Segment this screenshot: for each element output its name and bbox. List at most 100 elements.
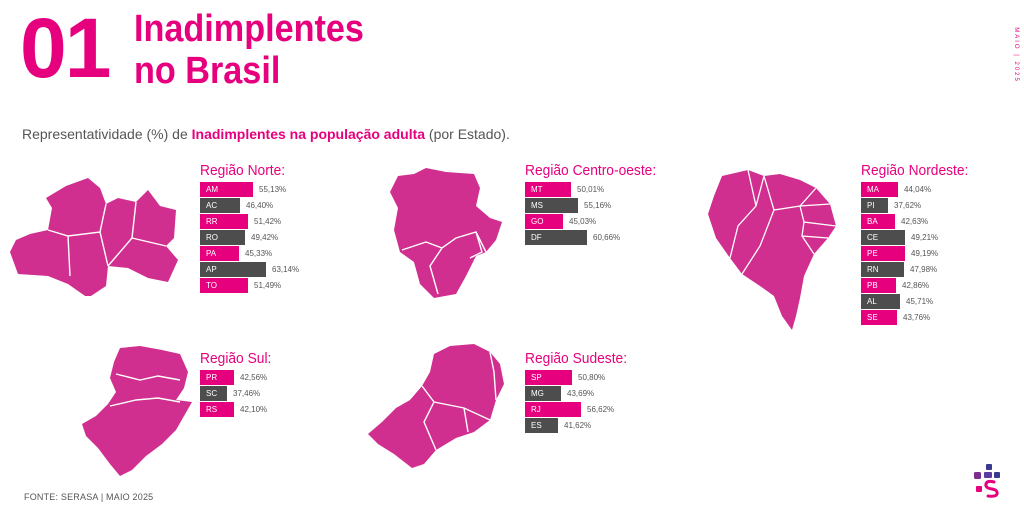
value-label: 42,56% <box>240 373 268 382</box>
value-label: 45,03% <box>569 217 597 226</box>
region-nordeste: Região Nordeste: MA 44,04% PI 37,62% BA 42,63%… <box>861 162 978 326</box>
value-label: 45,71% <box>906 297 934 306</box>
region-title: Região Sul: <box>200 350 272 367</box>
bar-row: PI 37,62% <box>861 198 978 213</box>
map-centro-oeste-icon <box>390 168 502 298</box>
bar-row: SE 43,76% <box>861 310 978 325</box>
bar: MA <box>861 182 898 197</box>
bar: MS <box>525 198 578 213</box>
map-sul-icon <box>82 346 192 476</box>
value-label: 37,46% <box>233 389 261 398</box>
bar: AP <box>200 262 266 277</box>
bar: RR <box>200 214 248 229</box>
bar-row: PB 42,86% <box>861 278 978 293</box>
state-code-label: RN <box>867 265 879 274</box>
state-code-label: GO <box>531 217 544 226</box>
state-code-label: RJ <box>531 405 541 414</box>
bar-row: TO 51,49% <box>200 278 293 293</box>
state-code-label: CE <box>867 233 879 242</box>
bar: CE <box>861 230 905 245</box>
value-label: 60,66% <box>593 233 621 242</box>
bar-row: PE 49,19% <box>861 246 978 261</box>
state-code-label: AL <box>867 297 877 306</box>
bar-row: MT 50,01% <box>525 182 668 197</box>
region-title: Região Centro-oeste: <box>525 162 657 179</box>
bar: AC <box>200 198 240 213</box>
value-label: 44,04% <box>904 185 932 194</box>
bar: SE <box>861 310 897 325</box>
state-code-label: TO <box>206 281 217 290</box>
bar: RS <box>200 402 234 417</box>
value-label: 50,80% <box>578 373 606 382</box>
map-nordeste-icon <box>708 169 837 330</box>
bar: PI <box>861 198 888 213</box>
bar: PR <box>200 370 234 385</box>
bar-row: RN 47,98% <box>861 262 978 277</box>
value-label: 55,16% <box>584 201 612 210</box>
subtitle-suffix: (por Estado). <box>425 126 510 142</box>
bar-row: GO 45,03% <box>525 214 668 229</box>
state-code-label: MA <box>867 185 879 194</box>
state-code-label: DF <box>531 233 542 242</box>
bar-row: BA 42,63% <box>861 214 978 229</box>
bar-row: MS 55,16% <box>525 198 668 213</box>
value-label: 49,19% <box>911 249 939 258</box>
source-note: FONTE: SERASA | MAIO 2025 <box>24 492 154 502</box>
value-label: 46,40% <box>246 201 274 210</box>
bar: SP <box>525 370 572 385</box>
value-label: 43,76% <box>903 313 931 322</box>
bar-row: RO 49,42% <box>200 230 293 245</box>
state-code-label: RS <box>206 405 218 414</box>
state-code-label: RO <box>206 233 218 242</box>
bar-row: SP 50,80% <box>525 370 636 385</box>
region-title: Região Norte: <box>200 162 286 179</box>
bar: BA <box>861 214 895 229</box>
bar-row: AP 63,14% <box>200 262 299 277</box>
region-centro-oeste: Região Centro-oeste: MT 50,01% MS 55,16% GO 45… <box>525 162 668 246</box>
bar: AL <box>861 294 900 309</box>
section-number: 01 <box>20 1 111 95</box>
bar-row: CE 49,21% <box>861 230 978 245</box>
value-label: 42,86% <box>902 281 930 290</box>
value-label: 45,33% <box>245 249 273 258</box>
value-label: 51,42% <box>254 217 282 226</box>
bar-row: PR 42,56% <box>200 370 278 385</box>
value-label: 49,42% <box>251 233 279 242</box>
bar: PE <box>861 246 905 261</box>
state-code-label: PR <box>206 373 218 382</box>
value-label: 41,62% <box>564 421 592 430</box>
state-code-label: SP <box>531 373 542 382</box>
bar-row: AL 45,71% <box>861 294 978 309</box>
bar: PB <box>861 278 896 293</box>
bar-row: PA 45,33% <box>200 246 293 261</box>
state-code-label: MT <box>531 185 543 194</box>
value-label: 55,13% <box>259 185 287 194</box>
bar: SC <box>200 386 227 401</box>
subtitle: Representatividade (%) de Inadimplentes … <box>22 126 510 142</box>
subtitle-highlight: Inadimplentes na população adulta <box>191 126 426 142</box>
bar-row: SC 37,46% <box>200 386 278 401</box>
state-code-label: PA <box>206 249 217 258</box>
bar: AM <box>200 182 253 197</box>
region-sul: Região Sul: PR 42,56% SC 37,46% RS 42,10% <box>200 350 278 418</box>
value-label: 42,10% <box>240 405 268 414</box>
state-code-label: SC <box>206 389 218 398</box>
state-code-label: MS <box>531 201 543 210</box>
bar-row: RR 51,42% <box>200 214 293 229</box>
page-title-line-1: Inadimplentes <box>134 8 364 50</box>
value-label: 37,62% <box>894 201 922 210</box>
state-code-label: PI <box>867 201 875 210</box>
bar-row: DF 60,66% <box>525 230 668 245</box>
value-label: 50,01% <box>577 185 605 194</box>
bar-row: AC 46,40% <box>200 198 293 213</box>
bar: GO <box>525 214 563 229</box>
bar: RO <box>200 230 245 245</box>
value-label: 43,69% <box>567 389 595 398</box>
side-date-text: MAIO | 2025 <box>1013 27 1019 83</box>
region-title: Região Sudeste: <box>525 350 628 367</box>
map-sudeste-icon <box>368 344 504 468</box>
state-code-label: BA <box>867 217 878 226</box>
state-code-label: PE <box>867 249 878 258</box>
state-code-label: ES <box>531 421 542 430</box>
value-label: 51,49% <box>254 281 282 290</box>
